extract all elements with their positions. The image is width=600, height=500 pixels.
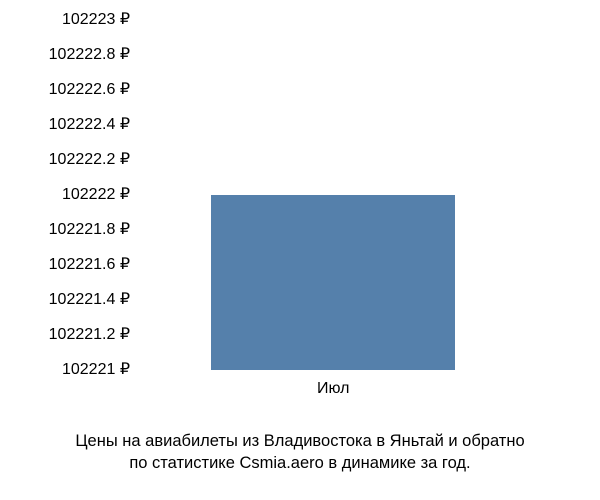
y-tick-label: 102221.2 ₽ [0,327,130,343]
bar [211,195,455,370]
plot-area: Июл 102223 ₽102222.8 ₽102222.6 ₽102222.4… [140,20,560,370]
y-tick-label: 102222.2 ₽ [0,152,130,168]
y-tick-label: 102222.4 ₽ [0,117,130,133]
caption-line-2: по статистике Csmia.aero в динамике за г… [129,454,470,472]
y-tick-label: 102221.8 ₽ [0,222,130,238]
y-tick-label: 102222.8 ₽ [0,47,130,63]
y-tick-label: 102223 ₽ [0,12,130,28]
price-chart: Июл 102223 ₽102222.8 ₽102222.6 ₽102222.4… [0,20,600,370]
y-tick-label: 102222 ₽ [0,187,130,203]
x-axis-label: Июл [123,380,543,398]
chart-caption: Цены на авиабилеты из Владивостока в Янь… [0,430,600,475]
y-tick-label: 102221.4 ₽ [0,292,130,308]
y-tick-label: 102222.6 ₽ [0,82,130,98]
y-tick-label: 102221.6 ₽ [0,257,130,273]
caption-line-1: Цены на авиабилеты из Владивостока в Янь… [75,432,524,450]
y-tick-label: 102221 ₽ [0,362,130,378]
